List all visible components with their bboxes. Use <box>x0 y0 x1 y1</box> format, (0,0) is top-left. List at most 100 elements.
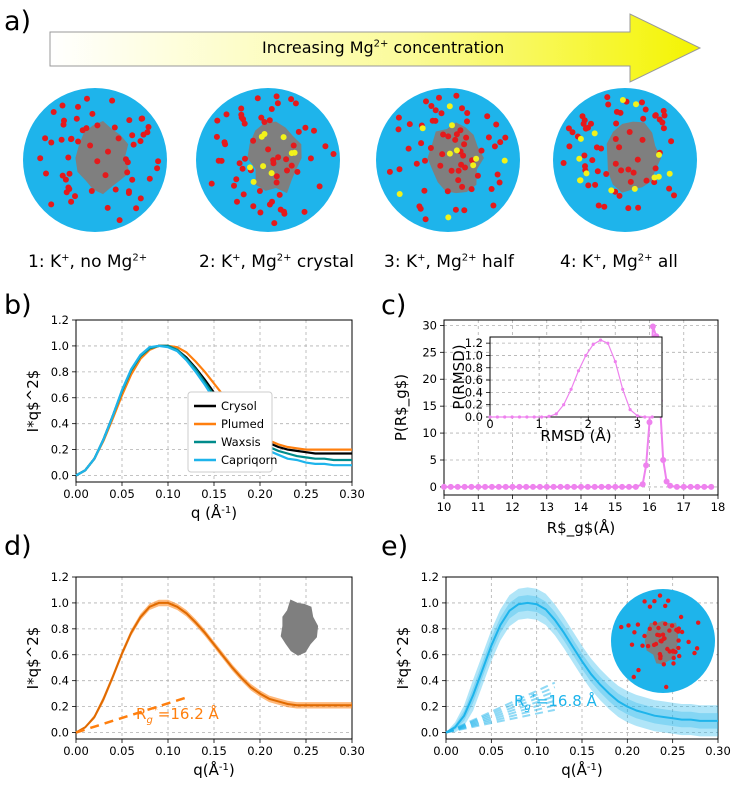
potassium-ion <box>273 179 280 186</box>
y-tick-label: 1.0 <box>465 348 483 362</box>
arrow-text-sup: 2+ <box>373 38 389 50</box>
panel-c-chart: 10 11 12 13 14 15 16 17 18051015202530R$_g$(Å)P(… <box>392 318 725 538</box>
caption-3-main: 3: K <box>384 252 418 272</box>
potassium-ion <box>239 165 246 172</box>
y-tick-label: 0.0 <box>51 469 69 483</box>
rmsd-point <box>510 415 514 419</box>
potassium-ion <box>427 145 434 151</box>
x-tick-label: 17 <box>676 500 691 514</box>
rmsd-point <box>650 415 654 419</box>
potassium-ion <box>112 186 119 193</box>
rg-d-rest: =16.2 Å <box>157 705 219 723</box>
caption-1-main: 1: K <box>28 252 62 272</box>
x-tick-label: 0.05 <box>109 744 135 758</box>
y-tick-label: 1.0 <box>51 596 69 610</box>
rg-e-rest: =16.8 Å <box>535 692 597 710</box>
y-tick-label: 0.2 <box>51 443 69 457</box>
y-axis-label: P(R$_g$) <box>392 374 411 441</box>
y-axis-label: I*q$^2$ <box>24 370 42 433</box>
rg-d-sub: g <box>146 715 153 726</box>
potassium-ion <box>59 102 66 109</box>
rmsd-point <box>635 414 640 418</box>
rg-point <box>605 483 612 490</box>
rg-point <box>488 483 495 490</box>
potassium-ion <box>68 135 75 142</box>
rg-point <box>680 483 687 490</box>
potassium-ion <box>459 183 466 190</box>
potassium-ion <box>582 163 588 170</box>
potassium-ion <box>678 614 684 620</box>
rmsd-point <box>599 338 603 342</box>
potassium-ion <box>413 160 420 167</box>
guinier-line <box>445 681 556 734</box>
y-tick-label: 0.0 <box>465 410 483 424</box>
rg-point <box>591 483 598 490</box>
caption-4-end: all <box>652 252 678 272</box>
x-axis-label: q (Å-1) <box>191 503 237 522</box>
rg-point <box>447 483 454 490</box>
potassium-ion <box>457 127 464 134</box>
x-tick-label: 11 <box>471 500 486 514</box>
potassium-ion <box>63 189 70 196</box>
potassium-ion <box>560 160 567 166</box>
magnesium-ion <box>260 163 267 170</box>
potassium-ion <box>669 623 675 628</box>
potassium-ion <box>330 151 337 157</box>
potassium-ion <box>250 137 257 144</box>
x-tick-label: 0.30 <box>705 744 731 758</box>
caption-3-sup2: 2+ <box>461 252 477 264</box>
rmsd-point <box>540 415 544 419</box>
caption-3-sup1: + <box>417 252 426 264</box>
potassium-ion <box>676 645 681 651</box>
potassium-ion <box>261 119 268 125</box>
panel-e-label: e) <box>381 531 409 562</box>
x-tick-label: 16 <box>642 500 657 514</box>
x-tick-label: 14 <box>574 500 589 514</box>
rg-point <box>701 483 708 490</box>
magnesium-ion <box>583 170 590 177</box>
arrow-text-main: Increasing Mg <box>262 38 374 57</box>
caption-1-mid: , no Mg <box>69 252 133 272</box>
potassium-ion <box>604 94 611 101</box>
potassium-ion <box>257 209 264 216</box>
magnesium-ion <box>446 103 453 110</box>
rmsd-point <box>503 415 507 419</box>
potassium-ion <box>444 188 451 195</box>
rg-point <box>584 483 591 490</box>
potassium-ion <box>48 201 55 208</box>
rg-point <box>495 483 502 490</box>
legend-label: Waxsis <box>221 435 261 449</box>
caption-4: 4: K+, Mg2+ all <box>560 252 678 272</box>
potassium-ion <box>422 216 429 223</box>
caption-4-sup2: 2+ <box>637 252 653 264</box>
panel-a-label: a) <box>4 6 32 37</box>
potassium-ion <box>154 165 161 172</box>
potassium-ion <box>145 124 152 130</box>
potassium-ion <box>658 656 663 661</box>
potassium-ion <box>111 124 118 131</box>
potassium-ion <box>129 132 136 139</box>
caption-3-end: half <box>476 252 514 272</box>
y-tick-label: 0.2 <box>465 398 483 412</box>
rg-d-main: R <box>136 705 147 723</box>
caption-4-mid: , Mg <box>601 252 638 272</box>
potassium-ion <box>612 160 619 167</box>
potassium-ion <box>593 144 600 151</box>
rg-point <box>516 483 523 490</box>
y-tick-label: 0 <box>430 480 437 494</box>
potassium-ion <box>666 185 673 192</box>
axes-frame <box>75 576 353 740</box>
potassium-ion <box>48 139 55 146</box>
magnesium-ion <box>258 133 265 140</box>
potassium-ion <box>652 599 657 604</box>
potassium-ion <box>104 204 111 211</box>
x-tick-label: 12 <box>505 500 520 514</box>
y-tick-label: 0.6 <box>51 648 69 662</box>
potassium-ion <box>270 157 277 164</box>
magnesium-ion <box>501 157 508 164</box>
potassium-ion <box>126 188 132 195</box>
x-tick-label: 13 <box>539 500 554 514</box>
rg-point <box>612 483 619 490</box>
potassium-ion <box>436 94 442 101</box>
potassium-ion <box>662 636 667 641</box>
